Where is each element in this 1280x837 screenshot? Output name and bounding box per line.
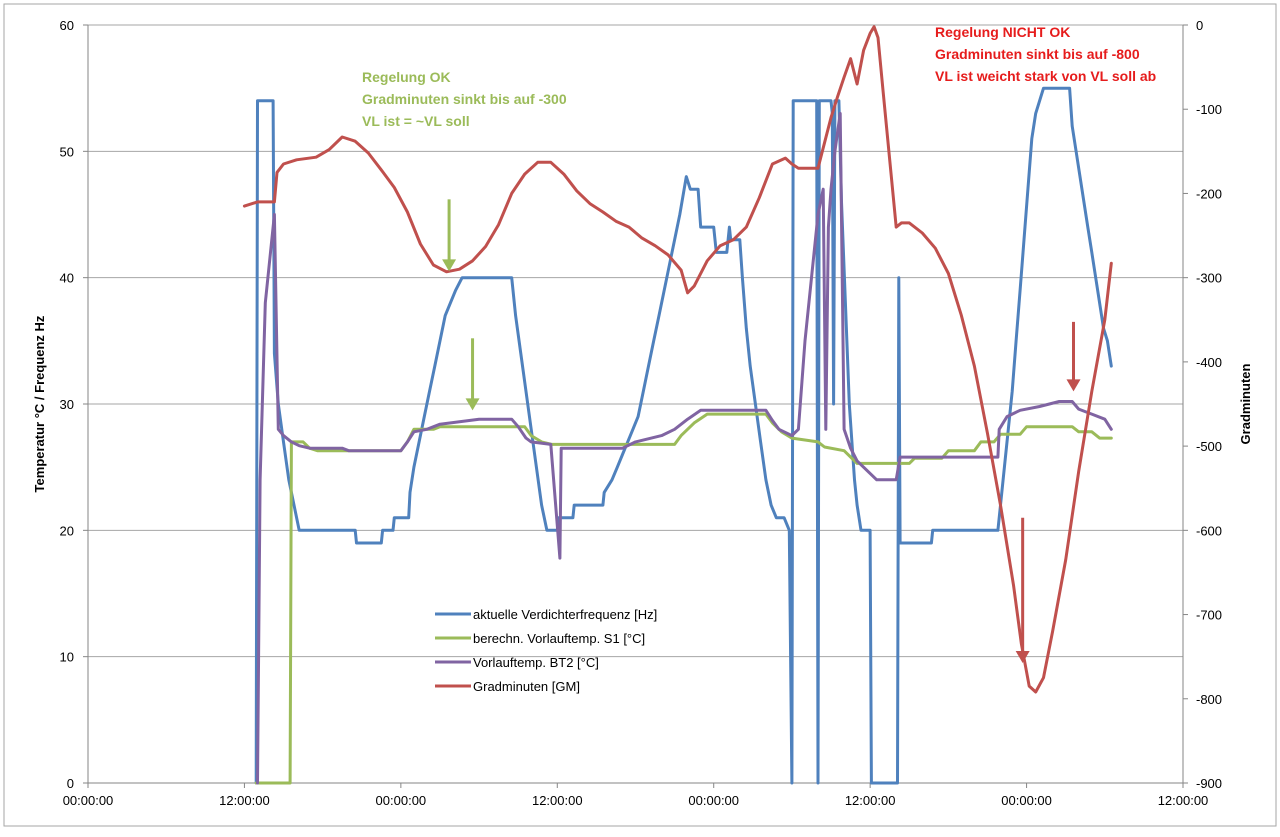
y-tick-label: 10 bbox=[60, 650, 74, 665]
annotation-arrow bbox=[1015, 517, 1030, 663]
y-tick-label: 40 bbox=[60, 271, 74, 286]
y2-axis-label: Gradminuten bbox=[1238, 363, 1253, 444]
y-tick-label: 50 bbox=[60, 144, 74, 159]
annotation-not-ok-line-2: Gradminuten sinkt bis auf -800 bbox=[935, 46, 1140, 62]
y2-tick-label: -500 bbox=[1196, 439, 1222, 454]
annotation-ok-line-1: Regelung OK bbox=[362, 69, 451, 85]
annotation-not-ok-line-3: VL ist weicht stark von VL soll ab bbox=[935, 68, 1156, 84]
series-line-1 bbox=[254, 86, 1113, 785]
arrow-head bbox=[465, 398, 480, 411]
annotation-ok: Regelung OK Gradminuten sinkt bis auf -3… bbox=[362, 69, 571, 129]
arrow-head bbox=[1015, 650, 1030, 663]
chart-border bbox=[3, 3, 1277, 827]
y-axis-label: Temperatur °C / Frequenz Hz bbox=[32, 315, 47, 492]
y2-tick-label: -100 bbox=[1196, 102, 1222, 117]
x-tick-label: 12:00:00 bbox=[532, 793, 583, 808]
y2-tick-label: -400 bbox=[1196, 355, 1222, 370]
x-tick-label: 00:00:00 bbox=[1001, 793, 1052, 808]
annotation-not-ok-line-1: Regelung NICHT OK bbox=[935, 24, 1070, 40]
x-tick-label: 00:00:00 bbox=[688, 793, 739, 808]
arrow-head bbox=[442, 259, 457, 272]
annotation-not-ok: Regelung NICHT OK Gradminuten sinkt bis … bbox=[935, 24, 1156, 84]
y-tick-label: 20 bbox=[60, 523, 74, 538]
y2-tick-label: -800 bbox=[1196, 692, 1222, 707]
x-tick-label: 12:00:00 bbox=[1158, 793, 1209, 808]
legend-label: berechn. Vorlauftemp. S1 [°C] bbox=[473, 631, 645, 646]
legend-label: aktuelle Verdichterfrequenz [Hz] bbox=[473, 607, 657, 622]
x-tick-label: 00:00:00 bbox=[376, 793, 427, 808]
arrow-head bbox=[1066, 379, 1081, 392]
grid-layer bbox=[88, 24, 1183, 658]
legend: aktuelle Verdichterfrequenz [Hz] berechn.… bbox=[435, 607, 657, 694]
series-line-4 bbox=[242, 25, 1113, 694]
y-tick-label: 0 bbox=[67, 776, 74, 791]
y-tick-label: 30 bbox=[60, 397, 74, 412]
y2-tick-label: -900 bbox=[1196, 776, 1222, 791]
series-layer bbox=[242, 25, 1113, 785]
axes-layer: 0 10 20 30 40 50 60 -900 -800 -700 -600 -500 -400 -30… bbox=[60, 18, 1223, 808]
axis-titles: Temperatur °C / Frequenz Hz Gradminuten bbox=[32, 315, 1253, 492]
y2-tick-label: 0 bbox=[1196, 18, 1203, 33]
annotation-arrow bbox=[1066, 321, 1081, 392]
y2-tick-label: -600 bbox=[1196, 523, 1222, 538]
annotation-layer: Regelung OK Gradminuten sinkt bis auf -3… bbox=[362, 24, 1156, 129]
y2-tick-label: -200 bbox=[1196, 186, 1222, 201]
x-tick-label: 00:00:00 bbox=[63, 793, 114, 808]
y-tick-label: 60 bbox=[60, 18, 74, 33]
y2-tick-label: -300 bbox=[1196, 271, 1222, 286]
legend-label: Vorlauftemp. BT2 [°C] bbox=[473, 655, 599, 670]
annotation-arrow bbox=[442, 199, 457, 272]
x-tick-label: 12:00:00 bbox=[845, 793, 896, 808]
annotation-arrow bbox=[465, 338, 480, 411]
series-line-3 bbox=[256, 111, 1113, 785]
arrow-layer bbox=[442, 199, 1081, 663]
x-tick-label: 12:00:00 bbox=[219, 793, 270, 808]
annotation-ok-line-2: Gradminuten sinkt bis auf -300 bbox=[362, 91, 567, 107]
annotation-ok-line-3: VL ist = ~VL soll bbox=[362, 113, 470, 129]
legend-label: Gradminuten [GM] bbox=[473, 679, 580, 694]
y2-tick-label: -700 bbox=[1196, 608, 1222, 623]
